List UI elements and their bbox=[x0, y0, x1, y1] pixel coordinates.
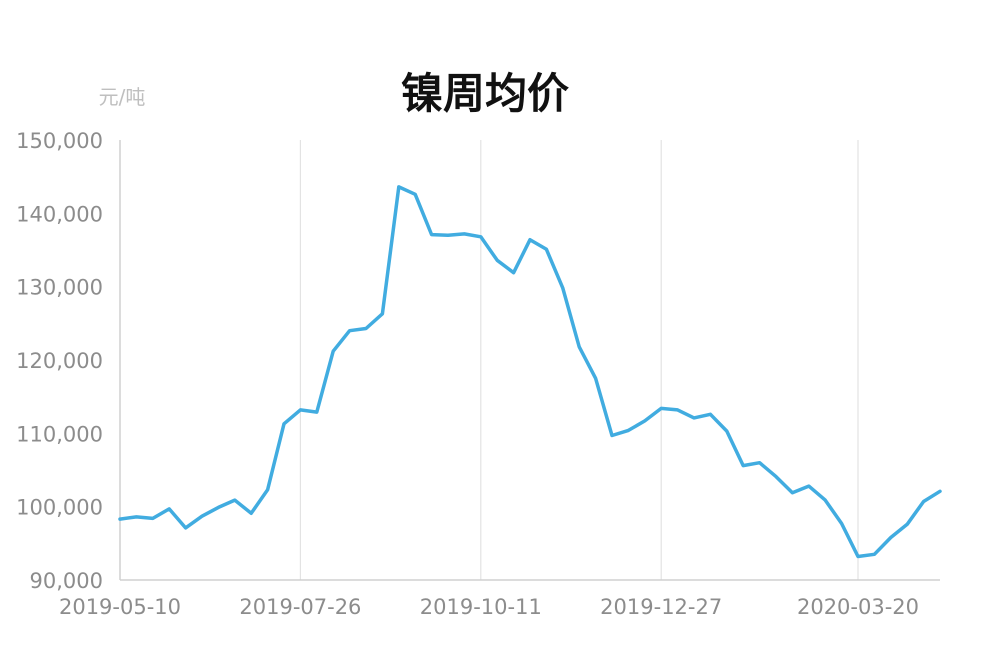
x-tick-label: 2019-10-11 bbox=[420, 595, 542, 619]
vertical-grid-lines bbox=[299, 140, 859, 580]
y-tick-label: 110,000 bbox=[16, 422, 103, 446]
y-tick-label: 150,000 bbox=[16, 129, 103, 153]
x-tick-label: 2020-03-20 bbox=[797, 595, 919, 619]
y-tick-label: 130,000 bbox=[16, 276, 103, 300]
y-axis-unit-label: 元/吨 bbox=[99, 85, 146, 109]
axes bbox=[119, 140, 940, 581]
y-axis-tick-labels: 90,000 100,000 110,000 120,000 130,000 140,00… bbox=[16, 129, 103, 593]
y-tick-label: 120,000 bbox=[16, 349, 103, 373]
series-line bbox=[118, 185, 942, 559]
x-tick-label: 2019-12-27 bbox=[600, 595, 722, 619]
x-tick-label: 2019-07-26 bbox=[239, 595, 361, 619]
series-group bbox=[118, 185, 942, 559]
y-tick-label: 140,000 bbox=[16, 202, 103, 226]
x-axis-tick-labels: 2019-05-10 2019-07-26 2019-10-11 2019-12-27… bbox=[59, 595, 919, 619]
y-tick-label: 100,000 bbox=[16, 496, 103, 520]
y-tick-label: 90,000 bbox=[30, 569, 103, 593]
x-tick-label: 2019-05-10 bbox=[59, 595, 181, 619]
chart-title: 镍周均价 bbox=[401, 69, 569, 118]
